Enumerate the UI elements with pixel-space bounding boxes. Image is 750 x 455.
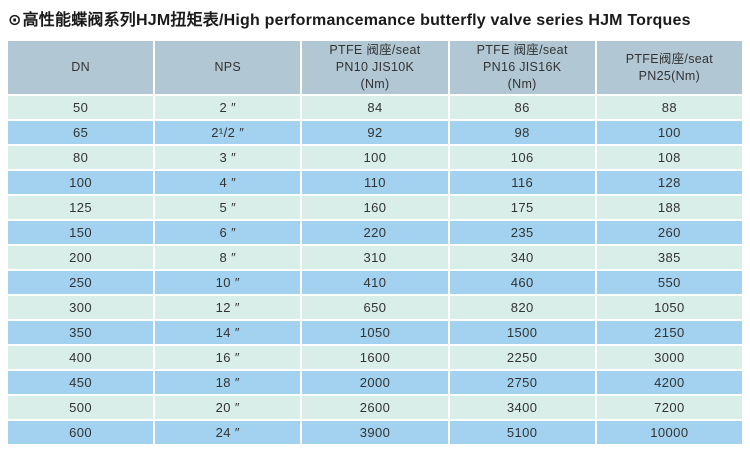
cell-nps: 8 ″	[155, 246, 301, 269]
cell-pn16-torque: 820	[449, 296, 595, 319]
cell-pn25-torque: 3000	[596, 346, 742, 369]
table-row: 80 3 ″ 100 106 108	[8, 146, 742, 169]
cell-nps: 12 ″	[155, 296, 301, 319]
cell-pn10-torque: 92	[302, 121, 448, 144]
cell-pn16-torque: 3400	[449, 396, 595, 419]
cell-pn10-torque: 310	[302, 246, 448, 269]
cell-dn: 80	[8, 146, 154, 169]
header-ptfe-pn16: PTFE 阀座/seat PN16 JIS16K (Nm)	[449, 41, 595, 94]
cell-nps: 18 ″	[155, 371, 301, 394]
table-row: 600 24 ″ 3900 5100 10000	[8, 421, 742, 444]
cell-dn: 600	[8, 421, 154, 444]
cell-pn16-torque: 98	[449, 121, 595, 144]
header-ptfe-pn25: PTFE阀座/seat PN25(Nm)	[596, 41, 742, 94]
cell-dn: 65	[8, 121, 154, 144]
cell-pn25-torque: 10000	[596, 421, 742, 444]
cell-pn10-torque: 110	[302, 171, 448, 194]
cell-nps: 16 ″	[155, 346, 301, 369]
cell-pn16-torque: 2750	[449, 371, 595, 394]
cell-pn25-torque: 7200	[596, 396, 742, 419]
cell-pn10-torque: 2600	[302, 396, 448, 419]
cell-dn: 100	[8, 171, 154, 194]
cell-pn10-torque: 650	[302, 296, 448, 319]
cell-dn: 50	[8, 96, 154, 119]
cell-nps: 20 ″	[155, 396, 301, 419]
cell-pn25-torque: 550	[596, 271, 742, 294]
table-row: 450 18 ″ 2000 2750 4200	[8, 371, 742, 394]
cell-pn25-torque: 4200	[596, 371, 742, 394]
cell-nps: 24 ″	[155, 421, 301, 444]
cell-nps: 2 ″	[155, 96, 301, 119]
page-title-text: 高性能蝶阀系列HJM扭矩表/High performancemance butt…	[22, 12, 691, 29]
table-row: 200 8 ″ 310 340 385	[8, 246, 742, 269]
cell-pn25-torque: 100	[596, 121, 742, 144]
table-body: 50 2 ″ 84 86 88 65 2¹/2 ″ 92 98 100 80 3…	[8, 96, 742, 444]
cell-nps: 2¹/2 ″	[155, 121, 301, 144]
table-row: 350 14 ″ 1050 1500 2150	[8, 321, 742, 344]
cell-dn: 300	[8, 296, 154, 319]
table-row: 150 6 ″ 220 235 260	[8, 221, 742, 244]
cell-nps: 6 ″	[155, 221, 301, 244]
cell-pn10-torque: 220	[302, 221, 448, 244]
table-row: 125 5 ″ 160 175 188	[8, 196, 742, 219]
cell-pn16-torque: 2250	[449, 346, 595, 369]
cell-nps: 14 ″	[155, 321, 301, 344]
cell-pn10-torque: 1600	[302, 346, 448, 369]
cell-dn: 450	[8, 371, 154, 394]
cell-nps: 4 ″	[155, 171, 301, 194]
cell-nps: 3 ″	[155, 146, 301, 169]
cell-pn10-torque: 84	[302, 96, 448, 119]
cell-pn16-torque: 106	[449, 146, 595, 169]
torque-table: DN NPS PTFE 阀座/seat PN10 JIS10K (Nm) PTF…	[6, 39, 744, 446]
cell-pn25-torque: 2150	[596, 321, 742, 344]
cell-pn25-torque: 88	[596, 96, 742, 119]
header-nps: NPS	[155, 41, 301, 94]
cell-pn16-torque: 5100	[449, 421, 595, 444]
cell-dn: 200	[8, 246, 154, 269]
cell-dn: 500	[8, 396, 154, 419]
cell-dn: 125	[8, 196, 154, 219]
cell-pn10-torque: 100	[302, 146, 448, 169]
cell-pn10-torque: 1050	[302, 321, 448, 344]
cell-pn25-torque: 260	[596, 221, 742, 244]
table-row: 300 12 ″ 650 820 1050	[8, 296, 742, 319]
cell-pn25-torque: 128	[596, 171, 742, 194]
table-row: 400 16 ″ 1600 2250 3000	[8, 346, 742, 369]
cell-pn10-torque: 410	[302, 271, 448, 294]
cell-pn25-torque: 1050	[596, 296, 742, 319]
table-row: 50 2 ″ 84 86 88	[8, 96, 742, 119]
cell-pn16-torque: 1500	[449, 321, 595, 344]
cell-pn25-torque: 385	[596, 246, 742, 269]
cell-pn10-torque: 2000	[302, 371, 448, 394]
cell-pn10-torque: 3900	[302, 421, 448, 444]
table-row: 250 10 ″ 410 460 550	[8, 271, 742, 294]
cell-pn16-torque: 116	[449, 171, 595, 194]
header-dn: DN	[8, 41, 154, 94]
table-row: 100 4 ″ 110 116 128	[8, 171, 742, 194]
header-ptfe-pn10: PTFE 阀座/seat PN10 JIS10K (Nm)	[302, 41, 448, 94]
cell-pn16-torque: 340	[449, 246, 595, 269]
cell-pn16-torque: 86	[449, 96, 595, 119]
cell-pn25-torque: 188	[596, 196, 742, 219]
cell-pn10-torque: 160	[302, 196, 448, 219]
cell-dn: 400	[8, 346, 154, 369]
cell-pn16-torque: 460	[449, 271, 595, 294]
cell-nps: 10 ″	[155, 271, 301, 294]
cell-pn16-torque: 175	[449, 196, 595, 219]
cell-pn25-torque: 108	[596, 146, 742, 169]
table-row: 500 20 ″ 2600 3400 7200	[8, 396, 742, 419]
page-title: ⊙高性能蝶阀系列HJM扭矩表/High performancemance but…	[8, 6, 750, 30]
cell-dn: 350	[8, 321, 154, 344]
cell-dn: 250	[8, 271, 154, 294]
cell-dn: 150	[8, 221, 154, 244]
circle-dot-icon: ⊙	[8, 12, 22, 29]
table-row: 65 2¹/2 ″ 92 98 100	[8, 121, 742, 144]
cell-pn16-torque: 235	[449, 221, 595, 244]
table-header-row: DN NPS PTFE 阀座/seat PN10 JIS10K (Nm) PTF…	[8, 41, 742, 94]
cell-nps: 5 ″	[155, 196, 301, 219]
